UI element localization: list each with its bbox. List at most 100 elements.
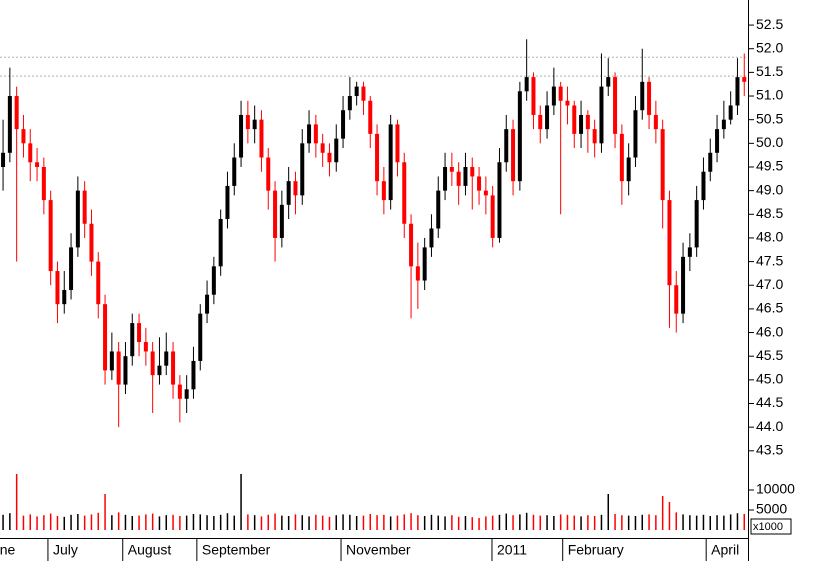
volume-bar	[124, 514, 127, 530]
candle-body	[320, 143, 325, 153]
volume-bar	[131, 516, 134, 530]
volume-bar	[213, 516, 215, 530]
volume-bar	[600, 514, 603, 530]
candle-body	[606, 77, 611, 87]
volume-bar	[553, 516, 555, 530]
volume-bar	[90, 514, 93, 530]
volume-bar	[145, 514, 147, 530]
volume-bar	[185, 515, 188, 530]
y-tick-label: 52.0	[756, 39, 783, 55]
candle-body	[239, 114, 244, 158]
volume-bar	[49, 513, 52, 530]
candle-body	[55, 271, 60, 305]
volume-bar	[457, 516, 460, 530]
y-tick-label: 46.0	[756, 323, 783, 339]
volume-bar	[539, 515, 542, 530]
y-tick-label: 50.0	[756, 134, 783, 150]
y-tick-label: 51.5	[756, 63, 783, 79]
volume-bar	[111, 515, 113, 530]
candle-body	[347, 96, 352, 111]
volume-bar	[736, 513, 739, 530]
candle-body	[592, 129, 597, 144]
candle-body	[341, 110, 346, 139]
candle-body	[164, 351, 169, 366]
volume-bar	[525, 512, 528, 530]
volume-bar	[267, 514, 270, 530]
candle-body	[558, 86, 563, 101]
candle-body	[721, 119, 726, 130]
candle-body	[660, 129, 665, 201]
candle-body	[361, 86, 366, 101]
volume-bar	[83, 515, 86, 530]
volume-bar	[444, 516, 446, 530]
volume-bar	[29, 514, 32, 530]
volume-bar	[430, 514, 433, 530]
candle-body	[483, 190, 488, 196]
volume-bar	[199, 514, 202, 530]
candle-body	[307, 124, 312, 144]
volume-bar	[219, 514, 222, 530]
candle-body	[143, 342, 148, 352]
candle-body	[422, 247, 427, 281]
candle-body	[551, 86, 556, 106]
candle-body	[157, 365, 162, 376]
x-tick-label: 2011	[497, 542, 527, 558]
candle-body	[647, 81, 652, 115]
volume-bar	[287, 516, 290, 530]
candle-body	[62, 289, 67, 305]
volume-bar	[104, 494, 106, 530]
candle-body	[470, 166, 475, 177]
candle-body	[41, 166, 46, 201]
volume-bar	[593, 516, 596, 530]
volume-bar	[376, 515, 378, 530]
volume-bar	[389, 516, 392, 530]
volume-bar	[621, 515, 623, 530]
candle-body	[191, 360, 196, 390]
volume-unit: x1000	[753, 521, 783, 533]
candle-body	[402, 162, 407, 224]
candle-body	[599, 86, 604, 144]
volume-bar	[151, 513, 154, 530]
volume-bar	[321, 515, 324, 530]
candle-body	[130, 323, 135, 357]
volume-bar	[532, 514, 535, 530]
volume-tick-label: 5000	[756, 501, 787, 517]
candle-body	[75, 190, 80, 248]
candle-body	[477, 176, 482, 191]
volume-bar	[349, 514, 351, 530]
candle-body	[198, 313, 203, 361]
volume-bar	[226, 513, 229, 530]
volume-bar	[634, 516, 637, 530]
volume-bar	[369, 514, 372, 530]
candle-body	[252, 119, 257, 130]
volume-bar	[437, 515, 440, 530]
candle-body	[313, 124, 318, 144]
volume-bar	[709, 516, 712, 530]
candle-body	[245, 114, 250, 130]
volume-bar	[355, 516, 358, 530]
candle-body	[150, 351, 155, 376]
volume-bar	[546, 515, 548, 530]
candle-body	[511, 129, 516, 182]
volume-bar	[274, 513, 276, 530]
candle-body	[667, 200, 672, 286]
volume-bar	[689, 515, 691, 530]
volume-bar	[43, 515, 45, 530]
volume-bar	[36, 516, 38, 530]
candle-body	[35, 162, 40, 167]
y-tick-label: 50.5	[756, 110, 783, 126]
volume-bar	[451, 515, 453, 530]
candle-body	[116, 351, 121, 385]
candle-body	[463, 166, 468, 186]
x-tick-label: September	[202, 542, 271, 558]
y-tick-label: 51.0	[756, 87, 783, 103]
candle-body	[211, 266, 216, 295]
y-tick-label: 44.5	[756, 394, 783, 410]
y-tick-label: 49.0	[756, 181, 783, 197]
candle-body	[293, 181, 298, 196]
candle-body	[687, 247, 692, 257]
y-tick-label: 44.0	[756, 418, 783, 434]
volume-bar	[260, 516, 263, 530]
volume-bar	[206, 515, 208, 530]
